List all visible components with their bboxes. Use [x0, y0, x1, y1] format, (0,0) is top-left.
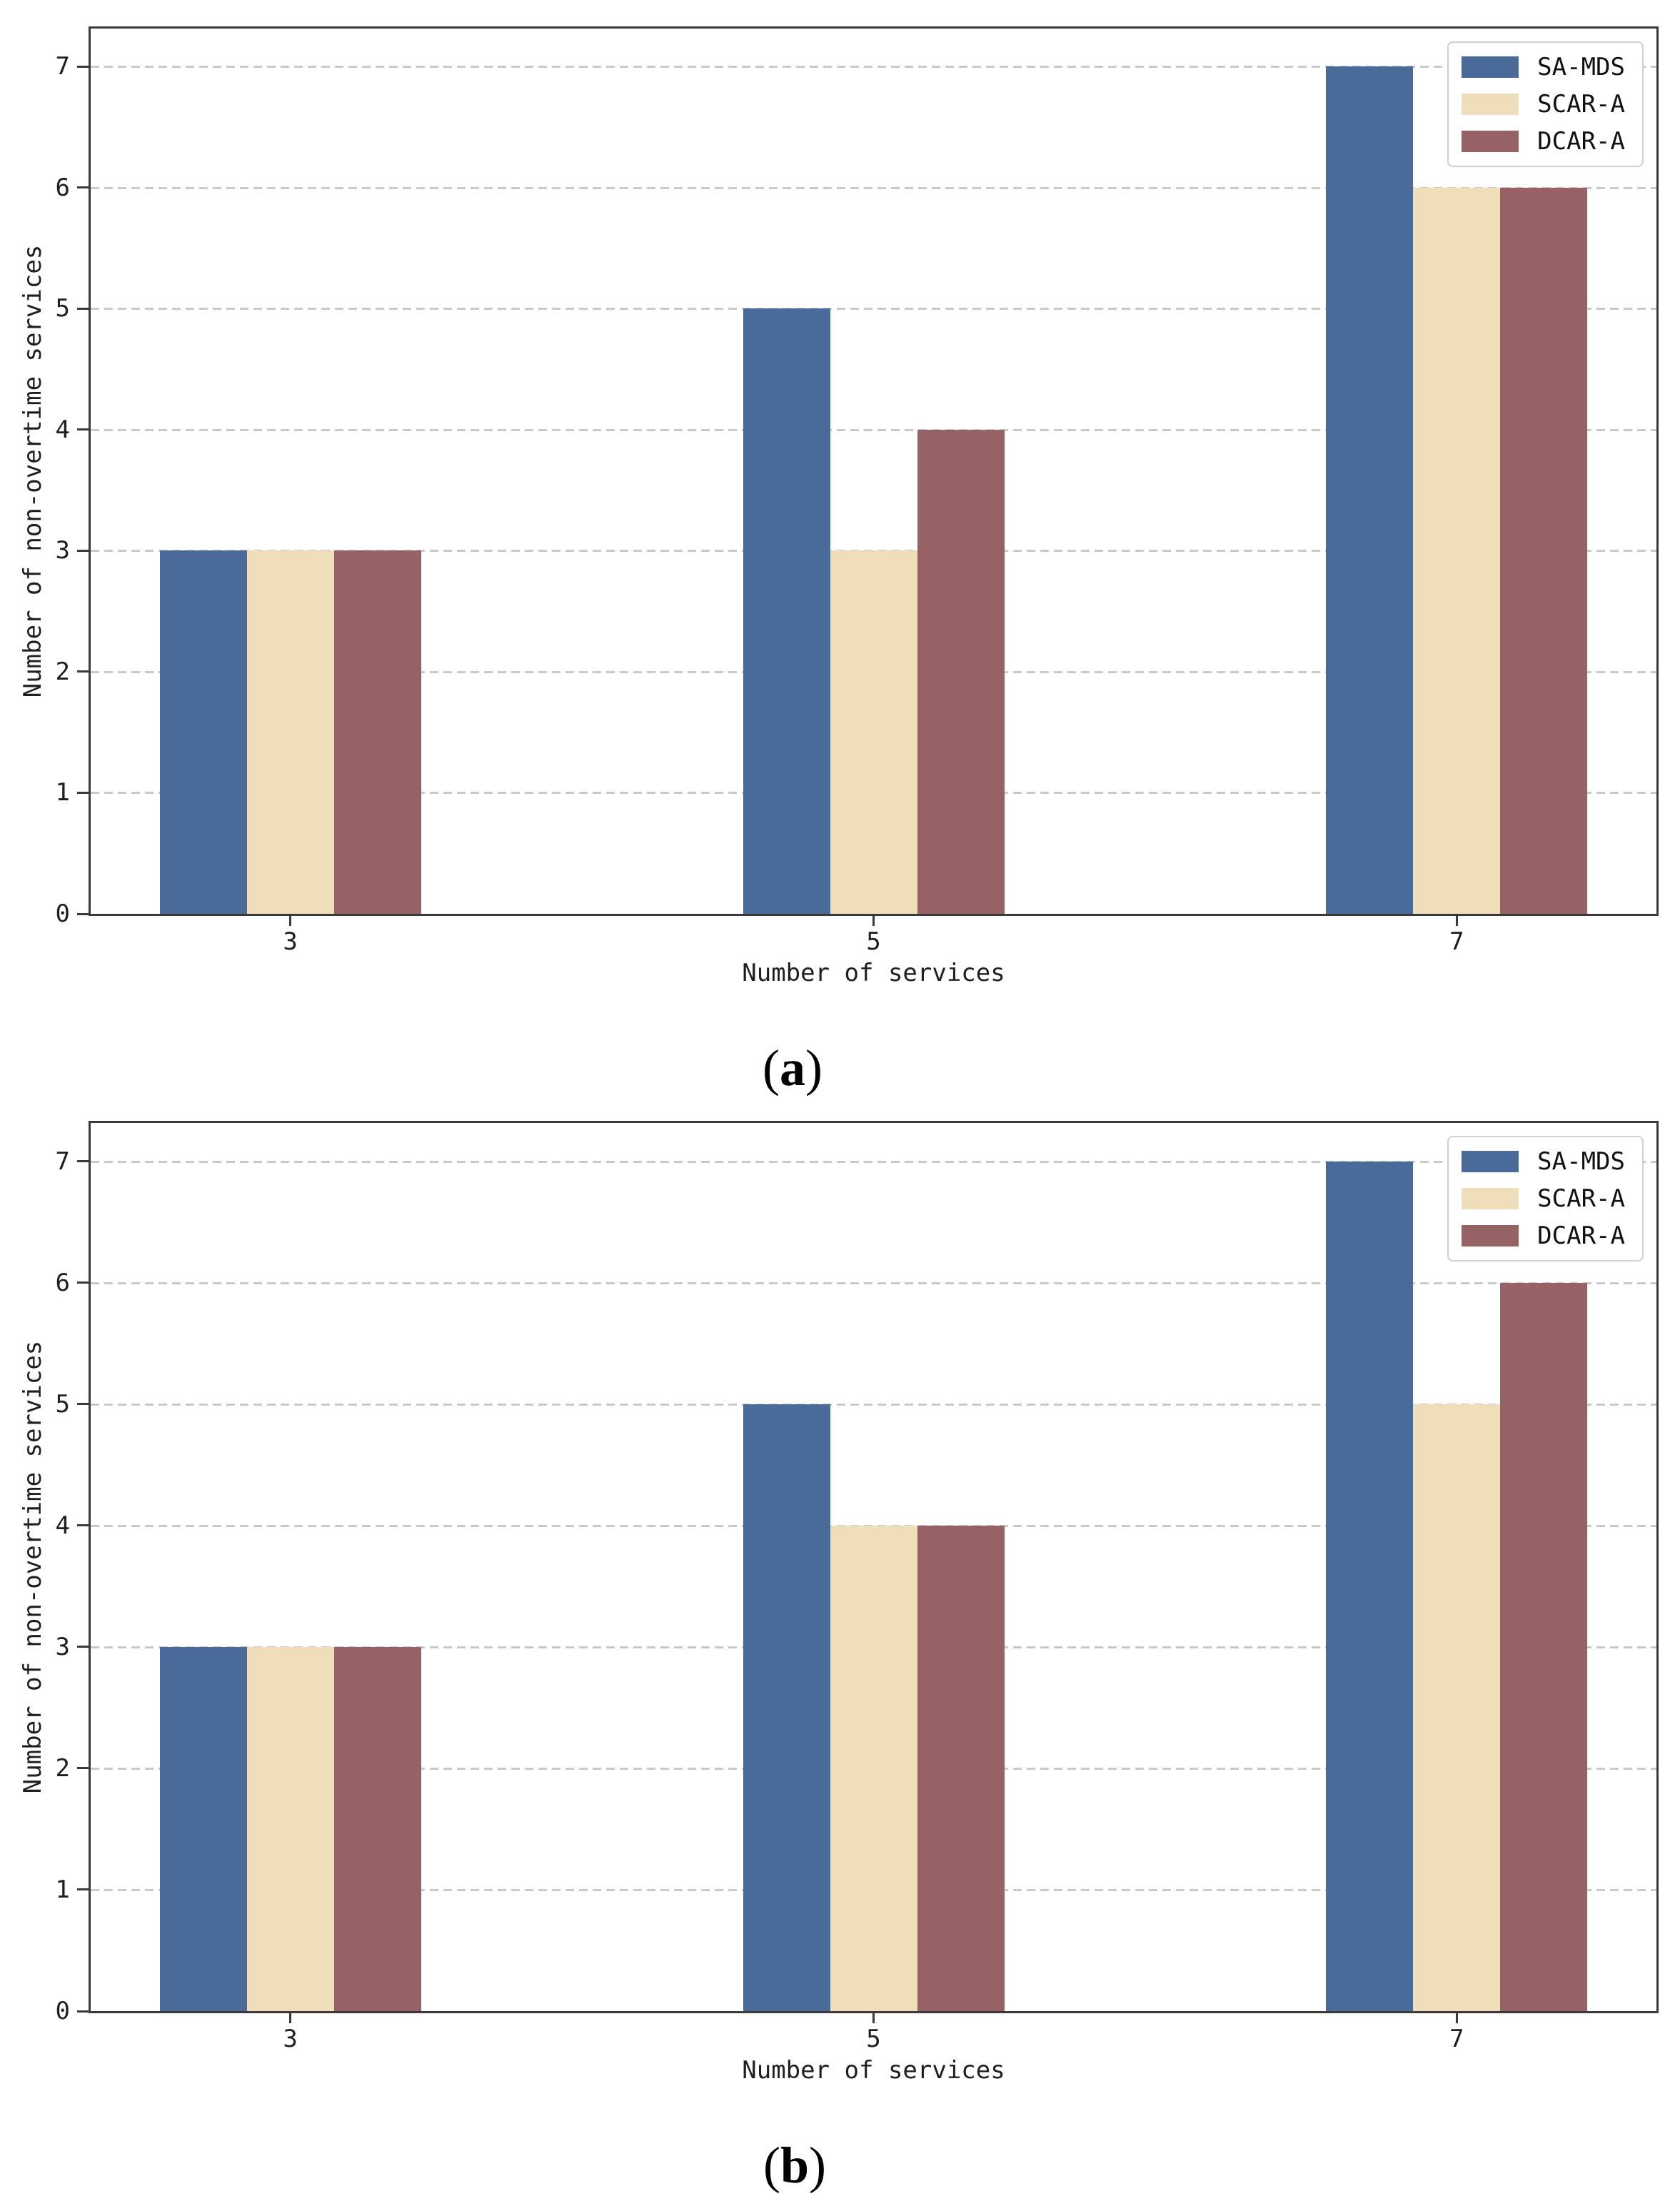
gridline-y7 [91, 66, 1656, 69]
plot-area-a: SA-MDS SCAR-A DCAR-A [89, 26, 1659, 916]
y-tick-mark [77, 1524, 89, 1527]
y-tick-mark [77, 1281, 89, 1284]
x-tick-label: 7 [1449, 2025, 1464, 2053]
bar-dcar-a-x5 [917, 1525, 1005, 2011]
x-tick-mark [1455, 916, 1458, 926]
y-tick-label: 5 [55, 1389, 70, 1419]
y-tick-label: 2 [55, 657, 70, 686]
y-tick-mark [77, 1767, 89, 1770]
y-tick-mark [77, 65, 89, 68]
legend-label: SA-MDS [1537, 53, 1625, 81]
y-tick-label: 0 [55, 900, 70, 928]
y-tick-label: 3 [55, 1632, 70, 1661]
y-tick-label: 1 [55, 778, 70, 807]
y-tick-label: 0 [55, 1997, 70, 2025]
gridline-y7 [91, 1160, 1656, 1163]
legend-swatch-scar-a [1462, 1188, 1519, 1209]
legend-item-dcar-a: DCAR-A [1462, 129, 1625, 154]
bar-scar-a-x7 [1413, 1404, 1501, 2011]
bar-sa-mds-x7 [1326, 1161, 1414, 2011]
bar-dcar-a-x3 [333, 550, 421, 914]
legend-swatch-dcar-a [1462, 131, 1519, 152]
y-tick-label: 1 [55, 1875, 70, 1904]
gridline-y4 [91, 428, 1656, 431]
x-tick-label: 3 [283, 927, 298, 956]
bar-dcar-a-x3 [333, 1646, 421, 2011]
x-axis-label-a: Number of services [742, 959, 1005, 987]
bar-scar-a-x5 [830, 550, 917, 914]
bar-sa-mds-x3 [159, 550, 247, 914]
bar-scar-a-x7 [1413, 187, 1501, 914]
y-tick-label: 6 [55, 1268, 70, 1297]
bar-sa-mds-x5 [743, 1404, 830, 2011]
y-tick-mark [77, 549, 89, 552]
caption-a: (a) [763, 1039, 823, 1097]
legend-swatch-sa-mds [1462, 1151, 1519, 1172]
bar-sa-mds-x7 [1326, 66, 1414, 914]
legend: SA-MDS SCAR-A DCAR-A [1447, 41, 1644, 167]
y-tick-mark [77, 1403, 89, 1406]
x-tick-label: 5 [866, 2025, 881, 2053]
gridline-y5 [91, 1403, 1656, 1406]
legend-item-sa-mds: SA-MDS [1462, 1149, 1625, 1174]
legend-swatch-scar-a [1462, 94, 1519, 115]
legend-label: DCAR-A [1537, 127, 1625, 156]
y-tick-mark [77, 307, 89, 310]
bar-dcar-a-x7 [1500, 187, 1588, 914]
legend-swatch-sa-mds [1462, 56, 1519, 78]
bar-dcar-a-x7 [1500, 1282, 1588, 2011]
legend-swatch-dcar-a [1462, 1225, 1519, 1246]
y-tick-label: 6 [55, 173, 70, 202]
x-tick-label: 7 [1449, 927, 1464, 956]
bar-scar-a-x5 [830, 1525, 917, 2011]
y-tick-mark [77, 186, 89, 189]
x-axis-label-b: Number of services [742, 2056, 1005, 2085]
y-tick-mark [77, 1160, 89, 1163]
bar-scar-a-x3 [246, 1646, 334, 2011]
gridline-y6 [91, 186, 1656, 189]
legend: SA-MDS SCAR-A DCAR-A [1447, 1136, 1644, 1261]
gridline-y5 [91, 308, 1656, 311]
y-tick-label: 2 [55, 1753, 70, 1783]
y-tick-label: 4 [55, 1511, 70, 1540]
legend-item-scar-a: SCAR-A [1462, 91, 1625, 117]
y-tick-label: 4 [55, 415, 70, 444]
y-tick-label: 5 [55, 294, 70, 323]
caption-b: (b) [763, 2137, 827, 2194]
x-tick-mark [872, 916, 875, 926]
legend-label: SA-MDS [1537, 1147, 1625, 1176]
x-tick-label: 5 [866, 927, 881, 956]
x-tick-mark [289, 2013, 292, 2023]
y-tick-mark [77, 1646, 89, 1648]
bar-dcar-a-x5 [917, 429, 1005, 914]
y-tick-label: 7 [55, 1147, 70, 1176]
legend-item-dcar-a: DCAR-A [1462, 1223, 1625, 1249]
x-tick-mark [289, 916, 292, 926]
plot-area-b: SA-MDS SCAR-A DCAR-A [89, 1121, 1659, 2013]
y-tick-label: 3 [55, 536, 70, 565]
legend-label: DCAR-A [1537, 1222, 1625, 1250]
legend-label: SCAR-A [1537, 1184, 1625, 1213]
bar-sa-mds-x3 [159, 1646, 247, 2011]
legend-item-sa-mds: SA-MDS [1462, 54, 1625, 80]
y-tick-label: 7 [55, 52, 70, 81]
y-tick-mark [77, 670, 89, 673]
bar-sa-mds-x5 [743, 308, 830, 914]
bar-scar-a-x3 [246, 550, 334, 914]
x-tick-label: 3 [283, 2025, 298, 2053]
legend-item-scar-a: SCAR-A [1462, 1186, 1625, 1212]
y-tick-mark [77, 912, 89, 915]
y-tick-mark [77, 2010, 89, 2013]
x-tick-mark [1455, 2013, 1458, 2023]
x-tick-mark [872, 2013, 875, 2023]
legend-label: SCAR-A [1537, 90, 1625, 119]
y-tick-mark [77, 1888, 89, 1891]
y-tick-mark [77, 791, 89, 794]
y-tick-mark [77, 428, 89, 431]
gridline-y6 [91, 1281, 1656, 1284]
